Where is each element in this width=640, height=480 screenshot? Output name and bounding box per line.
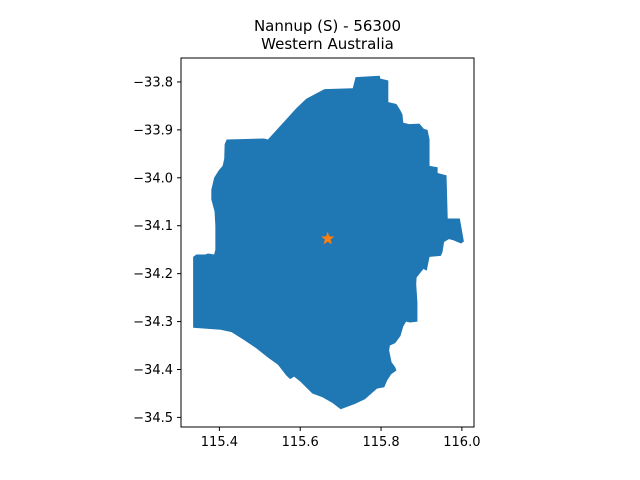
x-axis: 115.4 115.6 115.8 116.0 (201, 427, 480, 450)
axes-frame (180, 57, 475, 428)
y-tick-label: −34.1 (133, 219, 173, 234)
x-tick-label: 115.8 (362, 435, 399, 450)
y-tick-label: −34.2 (133, 267, 173, 282)
x-tick-label: 116.0 (443, 435, 480, 450)
y-axis: −33.8 −33.9 −34.0 −34.1 −34.2 −34.3 −34.4 −34.5 (133, 75, 181, 426)
x-tick-label: 115.4 (201, 435, 238, 450)
y-tick-label: −34.0 (133, 171, 173, 186)
star-marker-icon (321, 231, 335, 245)
y-tick-label: −34.5 (133, 411, 173, 426)
y-tick-label: −33.9 (133, 123, 173, 138)
x-tick-label: 115.6 (282, 435, 319, 450)
y-tick-label: −33.8 (133, 75, 173, 90)
region-nannup (193, 75, 464, 410)
y-tick-label: −34.3 (133, 315, 173, 330)
chart-title: Nannup (S) - 56300 (254, 17, 401, 35)
chart-subtitle: Western Australia (261, 35, 394, 53)
plot-area (193, 75, 464, 410)
y-tick-label: −34.4 (133, 363, 173, 378)
